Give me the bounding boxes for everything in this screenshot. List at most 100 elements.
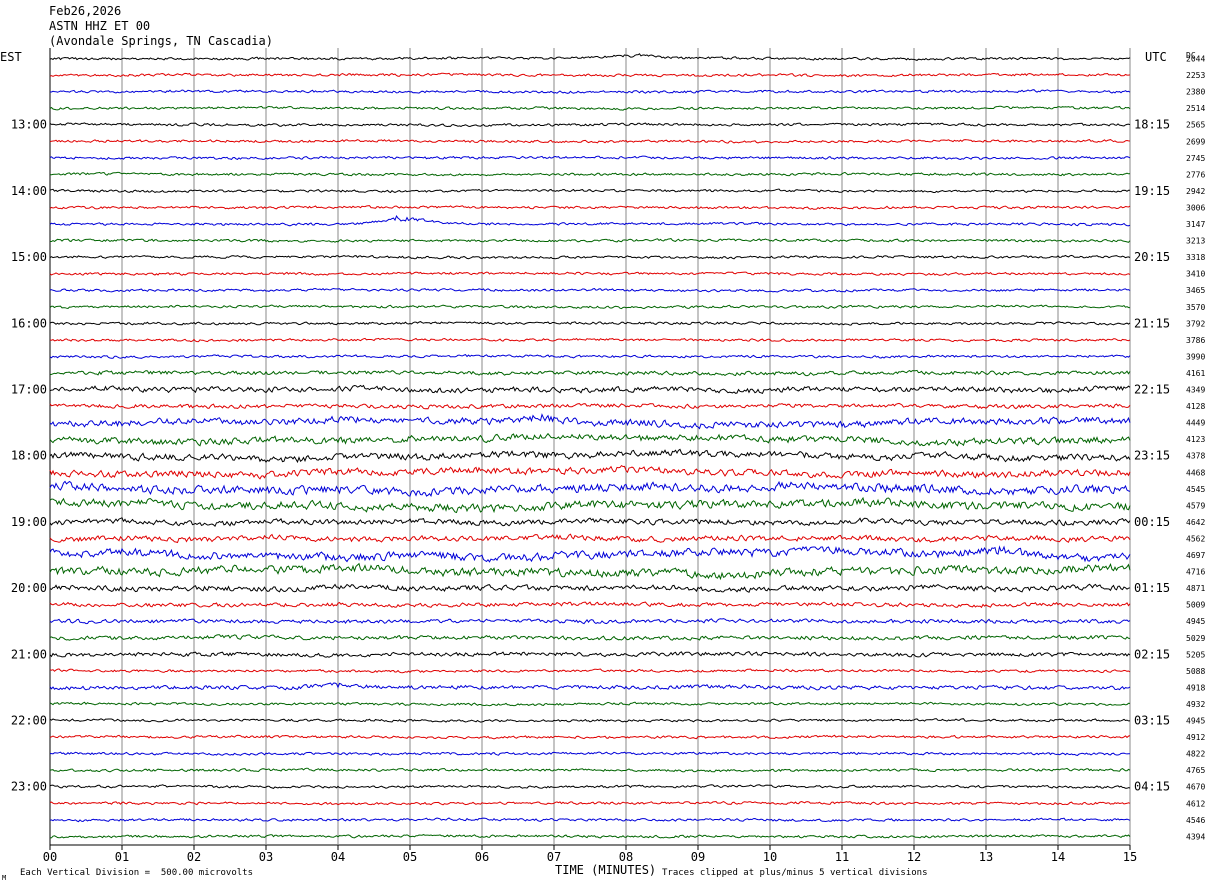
dc-offset-label: 4871 [1186,584,1205,593]
dc-offset-label: 4765 [1186,766,1205,775]
seismic-trace-10 [49,214,1131,227]
seismic-trace-17 [49,337,1131,343]
seismic-trace-31 [49,562,1131,581]
dc-offset-label: 2253 [1186,71,1205,80]
seismic-trace-42 [49,751,1131,756]
seismic-trace-5 [49,139,1131,144]
seismic-trace-27 [49,496,1131,514]
dc-offset-label: 2044 [1186,55,1205,64]
seismic-trace-18 [49,354,1131,359]
seismic-trace-6 [49,155,1131,161]
utc-hour-label: 02:15 [1134,647,1170,661]
dc-offset-label: 2776 [1186,170,1205,179]
dc-offset-label: 4918 [1186,683,1205,692]
seismic-trace-35 [49,634,1131,641]
x-tick-label: 10 [763,850,777,864]
dc-offset-label: 4579 [1186,501,1205,510]
dc-offset-label: 5088 [1186,667,1205,676]
x-tick-label: 14 [1051,850,1065,864]
x-tick-label: 15 [1123,850,1137,864]
dc-offset-label: 4378 [1186,452,1205,461]
dc-offset-label: 3570 [1186,303,1205,312]
dc-offset-label: 4945 [1186,617,1205,626]
est-hour-label: 17:00 [11,383,47,397]
utc-hour-label: 03:15 [1134,714,1170,728]
utc-hour-label: 00:15 [1134,515,1170,529]
x-tick-label: 11 [835,850,849,864]
dc-offset-label: 3410 [1186,270,1205,279]
dc-offset-label: 4468 [1186,468,1205,477]
dc-offset-label: 4945 [1186,717,1205,726]
seismic-trace-9 [49,205,1131,210]
x-tick-label: 04 [331,850,345,864]
est-hour-label: 15:00 [11,250,47,264]
seismic-trace-41 [49,734,1131,740]
dc-offset-label: 4612 [1186,799,1205,808]
seismic-trace-32 [49,583,1131,593]
dc-offset-label: 5029 [1186,634,1205,643]
seismic-trace-43 [49,767,1131,773]
seismic-trace-16 [49,321,1131,326]
dc-offset-label: 4562 [1186,534,1205,543]
dc-offset-label: 3213 [1186,237,1205,246]
seismic-trace-44 [49,784,1131,789]
utc-hour-label: 01:15 [1134,581,1170,595]
dc-offset-label: 4349 [1186,386,1205,395]
x-tick-label: 12 [907,850,921,864]
est-hour-label: 14:00 [11,184,47,198]
utc-hour-label: 21:15 [1134,316,1170,330]
seismic-trace-20 [49,384,1131,395]
date-label: Feb26,2026 [49,4,122,18]
dc-offset-label: 4697 [1186,551,1205,560]
est-hour-label: 23:00 [11,780,47,794]
seismic-trace-36 [49,651,1131,658]
x-tick-label: 13 [979,850,993,864]
dc-offset-label: 4822 [1186,750,1205,759]
dc-offset-label: 4670 [1186,783,1205,792]
est-label: EST [0,50,22,64]
x-tick-label: 03 [259,850,273,864]
x-tick-label: 09 [691,850,705,864]
x-tick-label: 01 [115,850,129,864]
utc-hour-label: 23:15 [1134,449,1170,463]
utc-hour-label: 22:15 [1134,383,1170,397]
dc-offset-label: 4123 [1186,435,1205,444]
dc-offset-label: 4161 [1186,369,1205,378]
dc-offset-label: 3990 [1186,352,1205,361]
seismic-trace-21 [49,402,1131,410]
dc-offset-label: 3006 [1186,203,1205,212]
dc-offset-label: 4912 [1186,733,1205,742]
est-hour-label: 22:00 [11,714,47,728]
est-hour-label: 13:00 [11,118,47,132]
dc-offset-label: 2565 [1186,121,1205,130]
utc-hour-label: 18:15 [1134,118,1170,132]
clip-note: Traces clipped at plus/minus 5 vertical … [662,868,928,878]
est-hour-label: 21:00 [11,647,47,661]
dc-offset-label: 4546 [1186,816,1205,825]
seismic-trace-0 [49,53,1131,61]
seismic-trace-19 [49,369,1131,377]
seismic-trace-11 [50,238,1131,243]
seismic-trace-12 [49,254,1131,260]
seismic-trace-39 [49,701,1131,707]
seismic-trace-4 [49,122,1131,128]
dc-offset-label: 3786 [1186,336,1205,345]
dc-offset-label: 2380 [1186,88,1205,97]
seismic-trace-33 [49,601,1131,609]
utc-hour-label: 04:15 [1134,780,1170,794]
seismic-trace-47 [49,834,1131,839]
dc-offset-label: 3465 [1186,286,1205,295]
seismic-trace-28 [49,517,1131,528]
dc-offset-label: 2699 [1186,137,1205,146]
seismic-trace-24 [49,448,1131,464]
seismic-trace-1 [49,72,1131,78]
est-hour-label: 18:00 [11,449,47,463]
x-axis-title: TIME (MINUTES) [555,863,657,877]
x-tick-label: 07 [547,850,561,864]
dc-offset-label: 3147 [1186,220,1205,229]
seismic-trace-8 [49,188,1131,194]
seismic-trace-45 [49,800,1131,806]
dc-offset-label: 5205 [1186,650,1205,659]
dc-offset-label: 4128 [1186,402,1205,411]
